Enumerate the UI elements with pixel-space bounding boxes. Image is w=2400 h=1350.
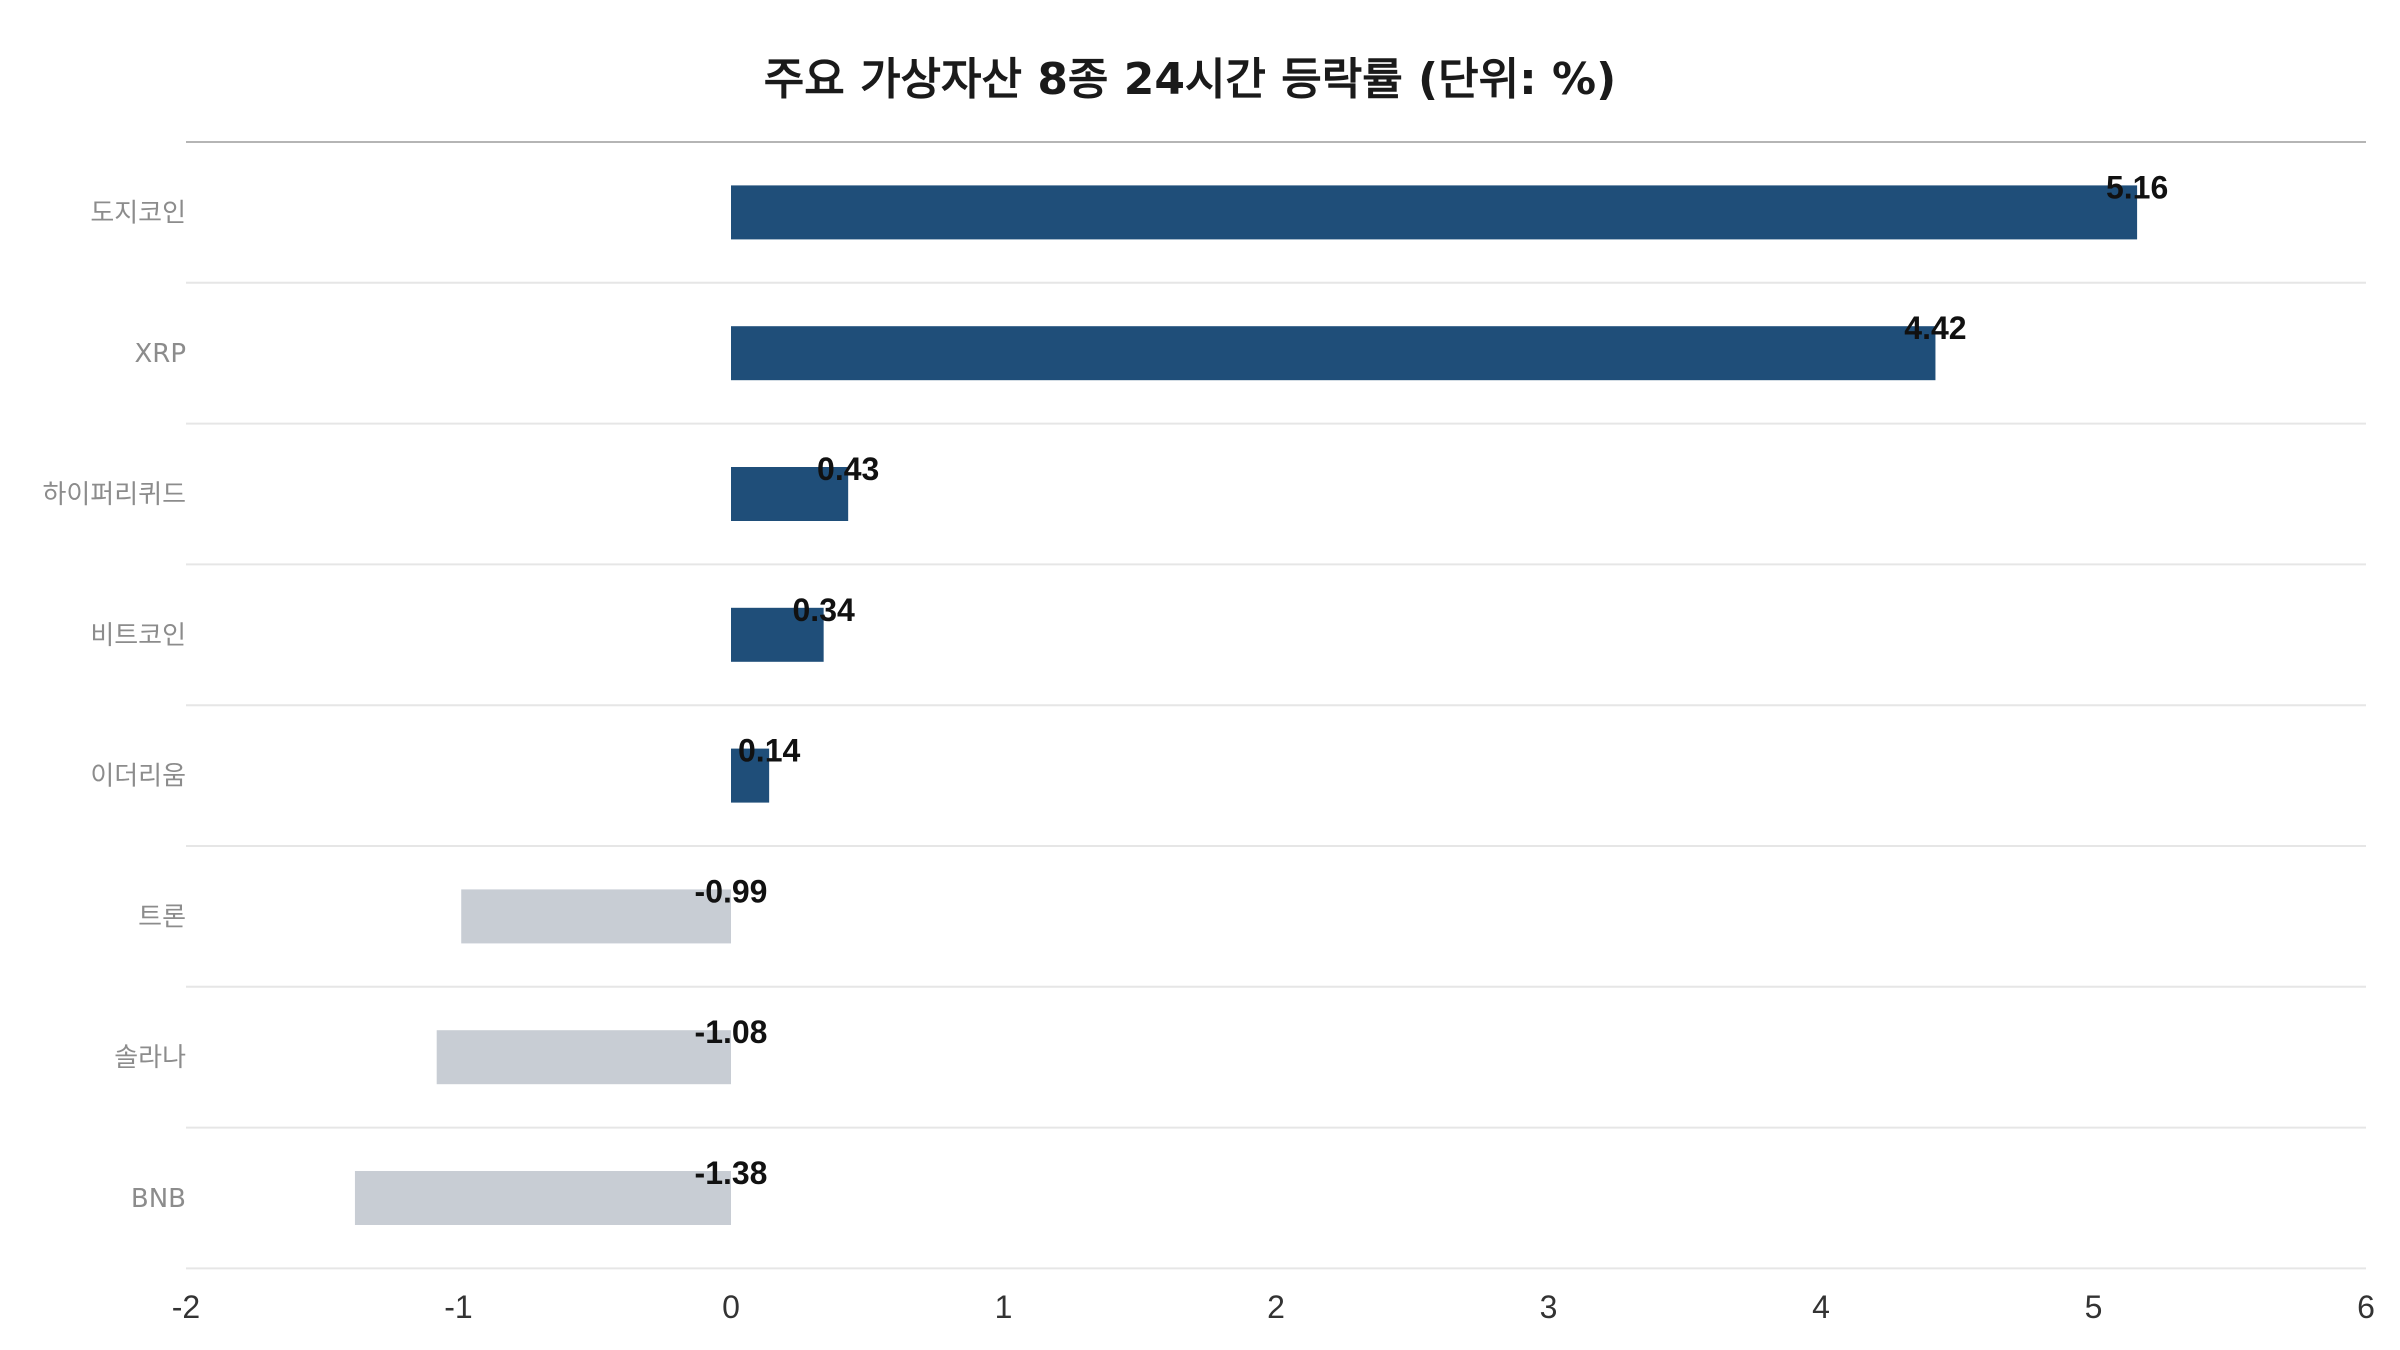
bar <box>436 1030 731 1085</box>
value-label: -1.38 <box>695 1155 768 1191</box>
x-tick-label: 3 <box>1540 1289 1558 1325</box>
category-label: 하이퍼리퀴드 <box>42 480 186 510</box>
value-label: 0.43 <box>817 451 879 487</box>
value-label: 5.16 <box>2106 169 2168 205</box>
value-labels-group: 5.16 4.42 0.43 0.34 0.14 -0.99 -1.08 -1.38 <box>695 169 2169 1191</box>
category-label: 이더리움 <box>90 762 186 792</box>
x-tick-label: 1 <box>995 1289 1013 1325</box>
value-label: 0.14 <box>738 733 800 769</box>
category-label: 비트코인 <box>90 621 186 651</box>
category-label: 트론 <box>138 902 186 932</box>
chart-title: 주요 가상자산 8종 24시간 등락률 (단위: %) <box>764 54 1616 105</box>
x-tick-label: 4 <box>1812 1289 1830 1325</box>
bar <box>731 326 1936 381</box>
x-tick-label: -1 <box>444 1289 472 1325</box>
bar <box>731 467 849 521</box>
x-tick-label: 6 <box>2357 1289 2375 1325</box>
x-tick-label: 5 <box>2085 1289 2103 1325</box>
bar <box>731 185 2138 240</box>
value-label: 0.34 <box>793 592 855 628</box>
x-tick-label: -2 <box>172 1289 200 1325</box>
bar <box>354 1171 731 1225</box>
row-separators <box>186 281 2366 1270</box>
x-tick-label: 2 <box>1267 1289 1285 1325</box>
x-tick-label: 0 <box>722 1289 740 1325</box>
category-label: 도지코인 <box>90 198 186 228</box>
bar <box>461 889 731 944</box>
bar <box>731 607 824 662</box>
value-label: -1.08 <box>695 1014 768 1050</box>
value-label: -0.99 <box>695 873 768 909</box>
bars-group <box>354 185 2138 1225</box>
category-label: BNB <box>131 1184 186 1214</box>
category-label: 솔라나 <box>114 1043 186 1073</box>
x-tick-labels-group: -2 -1 0 1 2 3 4 5 6 <box>172 1289 2375 1325</box>
bar <box>731 748 770 803</box>
category-label: XRP <box>134 339 186 369</box>
value-label: 4.42 <box>1904 310 1966 346</box>
